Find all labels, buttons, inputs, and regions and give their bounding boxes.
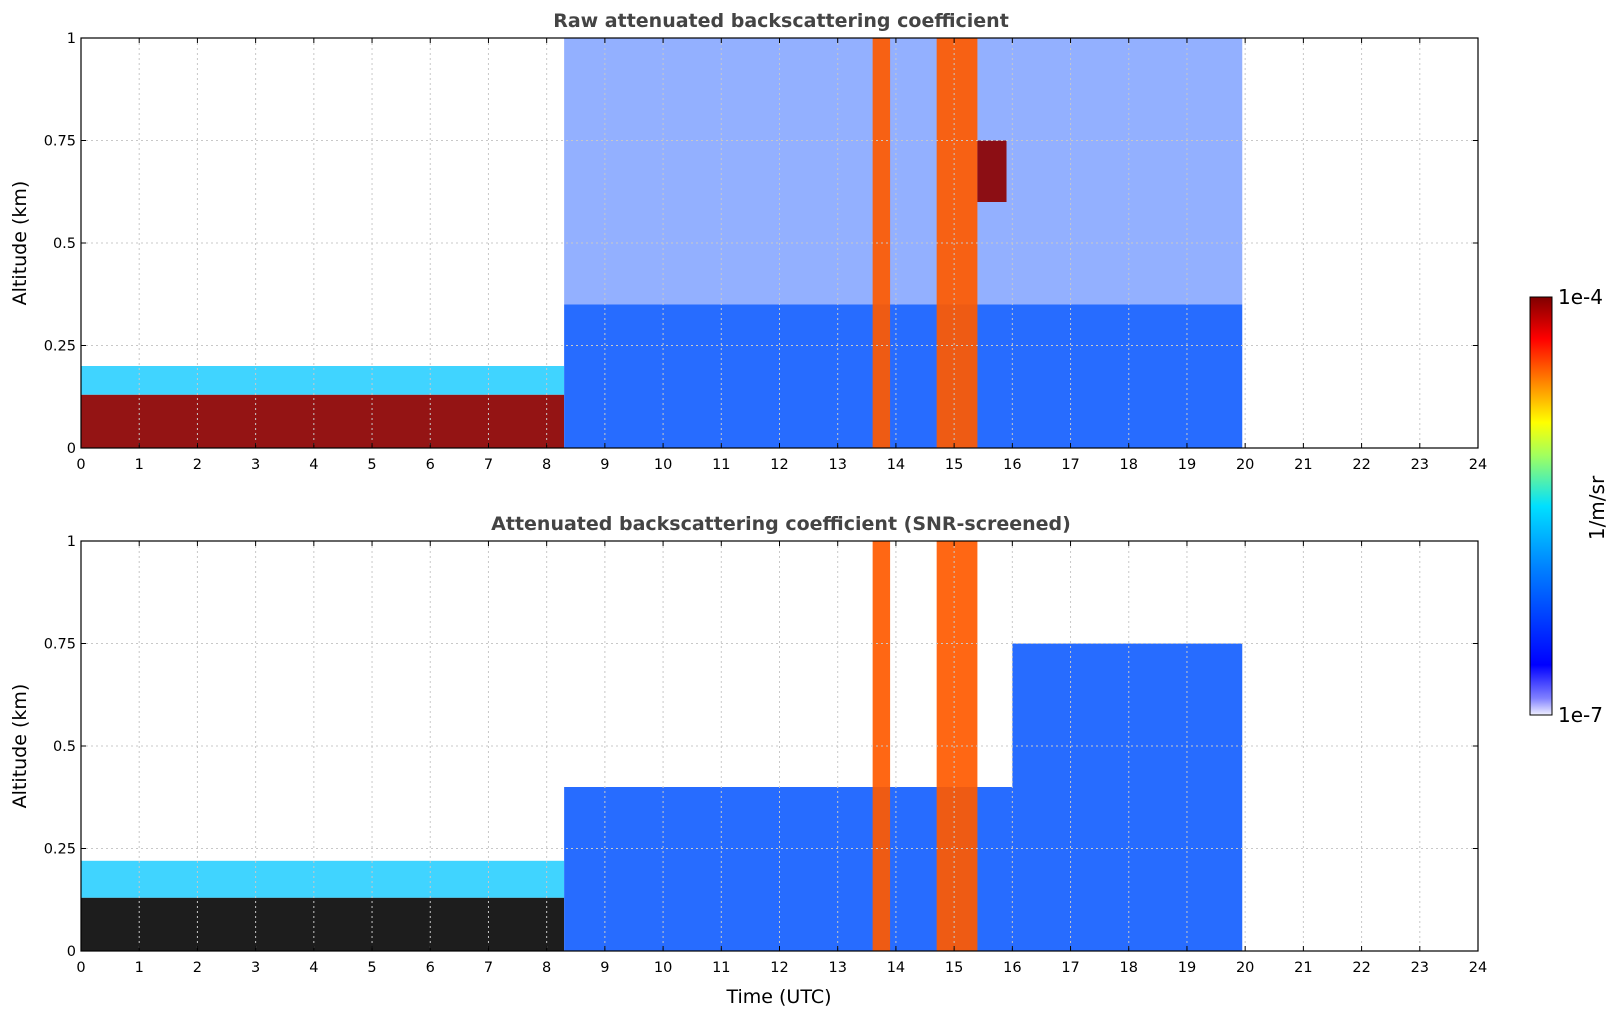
x-tick-label: 11: [712, 457, 730, 473]
y-tick-label: 1: [67, 31, 76, 47]
x-tick-label: 18: [1120, 457, 1138, 473]
y-tick-label: 0: [67, 441, 76, 457]
heatmap-cell: [81, 366, 565, 395]
x-tick-labels: 0 1 2 3 4 5 6 7 8 9 10 11 12 13 14 15 16 17 18 19 20 21 22 23 24: [76, 960, 1487, 976]
x-tick-label: 17: [1061, 960, 1079, 976]
x-tick-label: 24: [1469, 960, 1487, 976]
heatmap-cell: [1012, 643, 1243, 787]
panel-raw: Raw attenuated backscattering coefficien…: [9, 10, 1487, 473]
x-tick-label: 19: [1178, 457, 1196, 473]
x-tick-label: 10: [654, 960, 672, 976]
panel-title: Attenuated backscattering coefficient (S…: [491, 513, 1071, 535]
x-tick-label: 21: [1294, 960, 1312, 976]
x-tick-label: 18: [1120, 960, 1138, 976]
x-tick-label: 14: [887, 457, 905, 473]
y-tick-labels: 0 0.25 0.5 0.75 1: [44, 31, 76, 457]
plot-frame: [80, 540, 1479, 952]
x-tick-label: 5: [367, 457, 376, 473]
x-tick-label: 13: [828, 457, 846, 473]
x-tick-label: 16: [1003, 960, 1021, 976]
x-tick-label: 0: [76, 960, 85, 976]
x-tick-label: 13: [828, 960, 846, 976]
colorbar: 1e-4 1e-7 1/m/sr: [1529, 285, 1609, 727]
x-tick-label: 20: [1236, 457, 1254, 473]
x-tick-label: 1: [135, 457, 144, 473]
x-tick-label: 22: [1352, 960, 1370, 976]
x-tick-label: 9: [600, 457, 609, 473]
heatmap-cell: [564, 38, 1243, 305]
x-tick-label: 0: [76, 457, 85, 473]
heatmap-cell: [564, 787, 1243, 951]
heatmap-cell: [81, 860, 565, 898]
x-tick-label: 3: [251, 457, 260, 473]
heatmap-cell: [977, 140, 1007, 202]
x-tick-label: 8: [542, 960, 551, 976]
x-tick-label: 7: [484, 457, 493, 473]
x-tick-label: 22: [1352, 457, 1370, 473]
x-tick-label: 2: [193, 457, 202, 473]
x-tick-label: 1: [135, 960, 144, 976]
y-tick-label: 0: [67, 944, 76, 960]
heatmap-cell: [81, 897, 565, 951]
x-tick-label: 23: [1411, 457, 1429, 473]
x-tick-label: 4: [309, 457, 318, 473]
colorbar-unit-label: 1/m/sr: [1585, 475, 1609, 540]
heatmap-cell: [81, 394, 565, 448]
x-tick-label: 10: [654, 457, 672, 473]
y-tick-label: 0.25: [44, 339, 76, 355]
colorbar-max-label: 1e-4: [1558, 285, 1603, 309]
x-tick-labels: 0 1 2 3 4 5 6 7 8 9 10 11 12 13 14 15 16 17 18 19 20 21 22 23 24: [76, 457, 1487, 473]
y-tick-label: 1: [67, 534, 76, 550]
x-tick-label: 12: [770, 960, 788, 976]
y-tick-label: 0.5: [53, 236, 76, 252]
x-tick-label: 16: [1003, 457, 1021, 473]
panel-title: Raw attenuated backscattering coefficien…: [553, 10, 1009, 32]
x-tick-label: 6: [426, 457, 435, 473]
x-tick-label: 14: [887, 960, 905, 976]
y-axis-label: Altitude (km): [9, 684, 31, 809]
x-tick-label: 12: [770, 457, 788, 473]
colorbar-min-label: 1e-7: [1558, 703, 1603, 727]
x-tick-label: 15: [945, 457, 963, 473]
x-tick-label: 5: [367, 960, 376, 976]
x-tick-label: 8: [542, 457, 551, 473]
x-tick-label: 19: [1178, 960, 1196, 976]
colorbar-gradient: [1529, 296, 1553, 716]
y-tick-label: 0.75: [44, 637, 76, 653]
x-tick-label: 3: [251, 960, 260, 976]
x-tick-label: 4: [309, 960, 318, 976]
x-tick-label: 17: [1061, 457, 1079, 473]
x-tick-label: 21: [1294, 457, 1312, 473]
x-tick-label: 7: [484, 960, 493, 976]
plot-frame: [80, 37, 1479, 449]
x-tick-label: 11: [712, 960, 730, 976]
y-tick-labels: 0 0.25 0.5 0.75 1: [44, 534, 76, 960]
x-tick-label: 6: [426, 960, 435, 976]
grid-lines: [80, 37, 1479, 449]
y-axis-label: Altitude (km): [9, 181, 31, 306]
y-tick-label: 0.5: [53, 739, 76, 755]
y-tick-label: 0.75: [44, 134, 76, 150]
heatmap-cell: [564, 304, 1243, 448]
x-tick-label: 23: [1411, 960, 1429, 976]
x-tick-label: 24: [1469, 457, 1487, 473]
x-tick-label: 20: [1236, 960, 1254, 976]
x-tick-label: 15: [945, 960, 963, 976]
x-axis-label: Time (UTC): [725, 986, 831, 1008]
panel-snr-screened: Attenuated backscattering coefficient (S…: [9, 513, 1487, 1008]
x-tick-label: 2: [193, 960, 202, 976]
y-tick-label: 0.25: [44, 842, 76, 858]
x-tick-label: 9: [600, 960, 609, 976]
